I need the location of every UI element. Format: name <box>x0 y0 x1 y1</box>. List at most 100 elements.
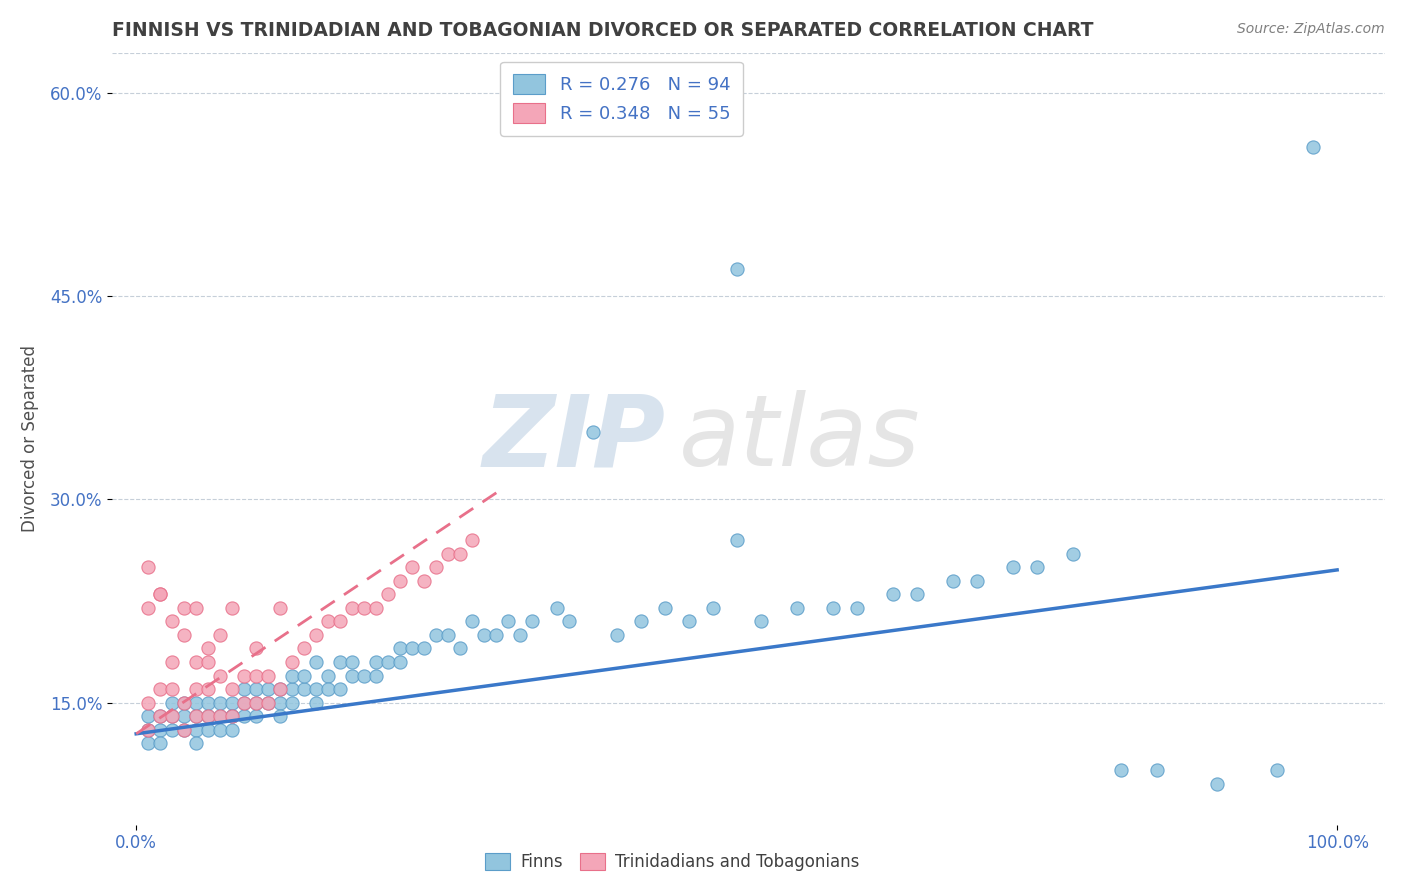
Point <box>186 696 208 710</box>
Point <box>221 723 243 737</box>
Point <box>173 709 195 723</box>
Point <box>305 696 328 710</box>
Point <box>389 574 412 588</box>
Point <box>269 600 291 615</box>
Point <box>1206 777 1229 791</box>
Point <box>281 655 304 669</box>
Point <box>1109 764 1132 778</box>
Point <box>160 709 183 723</box>
Point <box>186 736 208 750</box>
Point <box>149 709 172 723</box>
Point <box>173 600 195 615</box>
Point <box>654 600 676 615</box>
Point <box>329 682 352 697</box>
Point <box>221 696 243 710</box>
Point <box>389 641 412 656</box>
Point <box>245 696 267 710</box>
Point <box>257 696 280 710</box>
Point <box>437 628 460 642</box>
Point <box>281 682 304 697</box>
Point <box>173 628 195 642</box>
Point <box>546 600 568 615</box>
Point <box>209 696 232 710</box>
Legend: Finns, Trinidadians and Tobagonians: Finns, Trinidadians and Tobagonians <box>479 847 866 878</box>
Point <box>377 587 399 601</box>
Point <box>136 709 159 723</box>
Point <box>136 560 159 574</box>
Point <box>461 615 484 629</box>
Text: FINNISH VS TRINIDADIAN AND TOBAGONIAN DIVORCED OR SEPARATED CORRELATION CHART: FINNISH VS TRINIDADIAN AND TOBAGONIAN DI… <box>112 21 1094 40</box>
Point <box>498 615 520 629</box>
Point <box>186 655 208 669</box>
Point <box>749 615 772 629</box>
Point <box>281 668 304 682</box>
Point <box>221 709 243 723</box>
Point <box>233 696 256 710</box>
Point <box>245 641 267 656</box>
Point <box>221 682 243 697</box>
Point <box>845 600 868 615</box>
Point <box>269 682 291 697</box>
Point <box>1302 140 1324 154</box>
Point <box>186 682 208 697</box>
Text: Source: ZipAtlas.com: Source: ZipAtlas.com <box>1237 22 1385 37</box>
Point <box>449 547 471 561</box>
Point <box>305 628 328 642</box>
Point <box>522 615 544 629</box>
Point <box>557 615 579 629</box>
Point <box>197 723 219 737</box>
Point <box>485 628 508 642</box>
Point <box>149 736 172 750</box>
Point <box>160 615 183 629</box>
Point <box>401 560 423 574</box>
Point <box>366 655 388 669</box>
Text: ZIP: ZIP <box>482 390 666 487</box>
Point <box>353 668 375 682</box>
Point <box>606 628 628 642</box>
Point <box>209 709 232 723</box>
Point <box>581 425 603 439</box>
Point <box>160 696 183 710</box>
Point <box>377 655 399 669</box>
Point <box>413 574 436 588</box>
Point <box>425 628 447 642</box>
Point <box>1001 560 1024 574</box>
Point <box>725 533 748 548</box>
Point <box>149 587 172 601</box>
Point <box>160 655 183 669</box>
Point <box>509 628 531 642</box>
Point <box>366 668 388 682</box>
Point <box>269 696 291 710</box>
Point <box>292 668 315 682</box>
Point <box>245 709 267 723</box>
Point <box>221 600 243 615</box>
Point <box>160 682 183 697</box>
Point <box>136 600 159 615</box>
Point <box>1265 764 1288 778</box>
Point <box>233 668 256 682</box>
Point <box>233 709 256 723</box>
Point <box>413 641 436 656</box>
Point <box>269 682 291 697</box>
Point <box>136 723 159 737</box>
Point <box>149 682 172 697</box>
Y-axis label: Divorced or Separated: Divorced or Separated <box>21 345 39 532</box>
Point <box>1062 547 1084 561</box>
Point <box>209 628 232 642</box>
Point <box>342 668 364 682</box>
Point <box>197 655 219 669</box>
Point <box>173 696 195 710</box>
Point <box>425 560 447 574</box>
Point <box>437 547 460 561</box>
Point <box>342 600 364 615</box>
Point <box>1025 560 1047 574</box>
Point <box>966 574 988 588</box>
Point <box>342 655 364 669</box>
Point <box>305 682 328 697</box>
Point <box>474 628 496 642</box>
Point <box>209 668 232 682</box>
Point <box>136 696 159 710</box>
Point <box>186 723 208 737</box>
Point <box>136 736 159 750</box>
Point <box>257 696 280 710</box>
